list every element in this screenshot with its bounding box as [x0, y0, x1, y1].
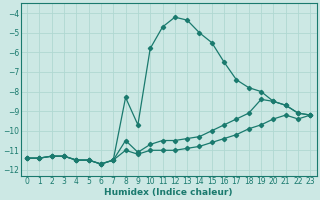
X-axis label: Humidex (Indice chaleur): Humidex (Indice chaleur) — [104, 188, 233, 197]
